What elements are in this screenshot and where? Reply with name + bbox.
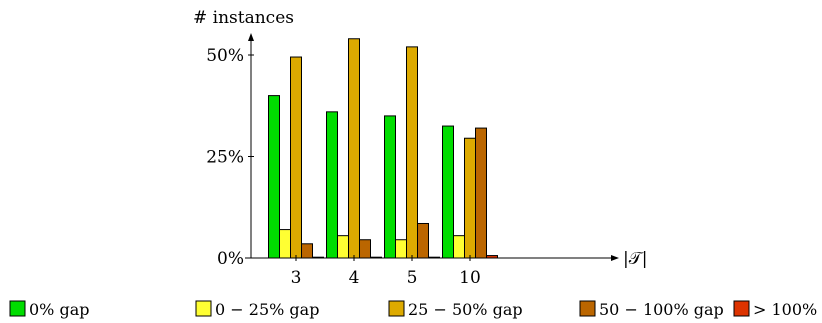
x-tick-label: 4 — [349, 268, 360, 288]
bar-1-4 — [326, 111, 338, 259]
bar-1-3 — [268, 95, 280, 259]
x-tick-label: 3 — [291, 268, 302, 288]
legend-swatch — [388, 300, 405, 317]
legend-label: 50 − 100% gap — [599, 300, 724, 319]
legend-swatch — [733, 300, 750, 317]
y-tick-label: 50% — [206, 46, 244, 66]
bar-2-4 — [337, 235, 349, 259]
bar-3-3 — [290, 56, 302, 259]
legend-label: 0% gap — [29, 300, 90, 319]
bar-4-10 — [475, 127, 487, 259]
bar-3-10 — [464, 137, 476, 259]
bar-4-3 — [301, 243, 313, 259]
bars-group — [268, 38, 498, 259]
bar-3-4 — [348, 38, 360, 259]
x-axis-arrow — [611, 255, 619, 261]
legend: 0% gap 0 − 25% gap 25 − 50% gap 50 − 100% g… — [9, 300, 822, 319]
bar-3-5 — [406, 46, 418, 259]
legend-label: > 100% gap — [753, 300, 822, 319]
legend-swatch — [195, 300, 212, 317]
y-axis-label: # instances — [193, 8, 294, 28]
legend-swatch — [579, 300, 596, 317]
x-tick-label: 5 — [407, 268, 418, 288]
y-axis-arrow — [248, 33, 254, 41]
y-tick-label: 0% — [217, 249, 244, 269]
bar-4-5 — [417, 222, 429, 259]
legend-label: 25 − 50% gap — [408, 300, 523, 319]
bar-2-3 — [279, 229, 291, 259]
bar-2-5 — [395, 239, 407, 259]
x-axis-label: |𝒯| — [623, 249, 647, 269]
bar-1-5 — [384, 115, 396, 259]
axes-group — [245, 33, 619, 261]
bar-1-10 — [442, 125, 454, 259]
y-ticks-group: 0% 25% 50% — [206, 46, 254, 269]
legend-label: 0 − 25% gap — [215, 300, 319, 319]
legend-swatch — [9, 300, 26, 317]
y-tick-label: 25% — [206, 148, 244, 168]
x-tick-label: 10 — [459, 268, 481, 288]
bar-2-10 — [453, 235, 465, 259]
x-ticks-group: 3 4 5 10 — [291, 255, 481, 288]
bar-4-4 — [359, 239, 371, 259]
